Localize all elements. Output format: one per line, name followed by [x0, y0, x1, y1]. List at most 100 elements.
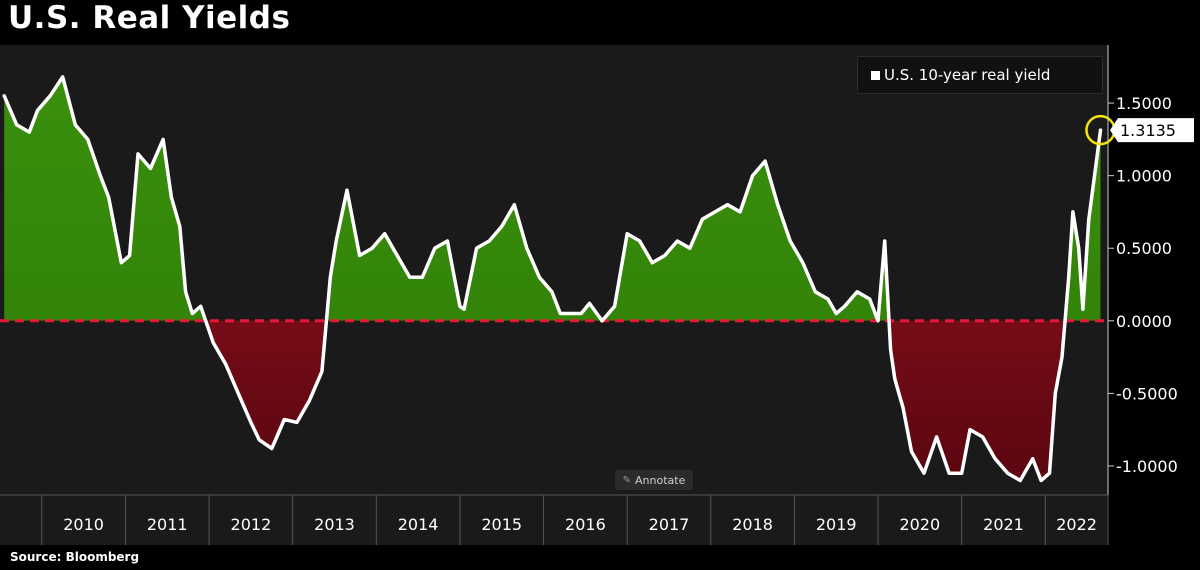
data-point: [613, 305, 616, 308]
data-point: [258, 439, 261, 441]
data-point: [902, 407, 904, 409]
data-point: [296, 421, 298, 424]
data-point: [3, 95, 5, 97]
data-point: [162, 138, 164, 141]
data-point: [184, 291, 187, 293]
data-point: [981, 436, 984, 438]
data-point: [802, 261, 804, 264]
data-point: [1099, 129, 1102, 131]
x-tick-label: 2013: [314, 515, 355, 534]
y-tick-label: 0.5000: [1116, 239, 1172, 258]
x-tick-label: 2011: [147, 515, 188, 534]
x-tick-label: 2010: [63, 515, 104, 534]
data-point: [776, 203, 779, 206]
chart-area: 1.5000 1.0000 0.5000 0.0000 -0.5000 -1.0000 1.…: [0, 45, 1200, 545]
data-point: [701, 218, 704, 220]
data-point: [883, 240, 886, 242]
data-point: [739, 211, 741, 213]
data-point: [107, 196, 110, 199]
x-tick-label: 2012: [231, 515, 272, 534]
data-point: [36, 109, 39, 112]
data-point: [225, 363, 227, 366]
data-point: [446, 240, 449, 242]
y-tick-label: 1.5000: [1116, 94, 1172, 113]
last-value-tag: [1110, 118, 1194, 143]
data-point: [538, 276, 541, 279]
data-point: [789, 240, 791, 242]
data-point: [321, 370, 323, 373]
data-point: [212, 341, 214, 344]
data-point: [664, 254, 666, 257]
data-point: [1094, 167, 1097, 170]
data-point: [120, 261, 123, 264]
x-tick-label: 2016: [565, 515, 606, 534]
x-tick-label: 2022: [1056, 515, 1097, 534]
data-point: [1067, 276, 1070, 279]
data-point: [250, 421, 252, 424]
data-point: [513, 203, 516, 206]
data-point: [868, 298, 871, 300]
x-tick-label: 2020: [899, 515, 940, 534]
legend-swatch: [871, 70, 880, 80]
data-point: [137, 153, 139, 155]
data-point: [814, 291, 817, 293]
data-point: [601, 320, 603, 322]
data-point: [651, 261, 654, 264]
data-point: [74, 124, 77, 126]
x-tick-label: 2018: [732, 515, 773, 534]
data-point: [1048, 472, 1051, 475]
chart-svg: 1.5000 1.0000 0.5000 0.0000 -0.5000 -1.0000 1.…: [0, 45, 1194, 545]
data-point: [1054, 392, 1057, 395]
annotate-button[interactable]: ✎ Annotate: [615, 470, 693, 490]
data-point: [371, 247, 373, 249]
x-tick-label: 2019: [816, 515, 857, 534]
data-point: [463, 308, 465, 311]
positive-area: [4, 76, 1101, 321]
data-point: [1072, 211, 1074, 213]
x-tick-label: 2014: [398, 515, 439, 534]
y-tick-label: -1.0000: [1116, 457, 1178, 476]
data-point: [889, 349, 892, 351]
data-point: [308, 399, 311, 402]
data-point: [1006, 472, 1009, 475]
data-point: [459, 305, 461, 308]
x-tick-label: 2021: [983, 515, 1024, 534]
source-note: Source: Bloomberg: [10, 550, 140, 564]
data-point: [588, 302, 591, 305]
data-point: [15, 124, 18, 126]
data-point: [835, 312, 837, 315]
legend-label: U.S. 10-year real yield: [884, 66, 1051, 84]
x-tick-label: 2015: [481, 515, 522, 534]
data-point: [969, 428, 971, 431]
data-point: [726, 203, 729, 206]
data-point: [149, 167, 152, 170]
data-point: [237, 392, 240, 395]
data-point: [935, 436, 938, 438]
last-value-label: 1.3135: [1120, 121, 1176, 140]
data-point: [271, 447, 273, 450]
data-point: [960, 472, 963, 475]
data-point: [28, 131, 31, 133]
data-point: [910, 450, 913, 453]
data-point: [898, 392, 900, 395]
data-point: [923, 472, 925, 475]
data-point: [689, 247, 691, 249]
data-point: [358, 254, 361, 257]
legend: U.S. 10-year real yield: [857, 56, 1103, 94]
y-tick-label: 0.0000: [1116, 312, 1172, 331]
data-point: [1040, 479, 1042, 482]
data-point: [572, 312, 574, 315]
data-point: [676, 240, 679, 242]
data-point: [551, 291, 553, 293]
data-point: [580, 312, 582, 315]
data-point: [335, 240, 338, 242]
pencil-icon: ✎: [622, 474, 632, 486]
data-point: [764, 160, 766, 162]
data-point: [894, 378, 896, 380]
data-point: [1019, 479, 1021, 482]
data-point: [199, 305, 202, 308]
data-point: [179, 225, 181, 228]
data-point: [49, 95, 51, 97]
data-point: [99, 174, 102, 177]
data-point: [1088, 218, 1090, 220]
